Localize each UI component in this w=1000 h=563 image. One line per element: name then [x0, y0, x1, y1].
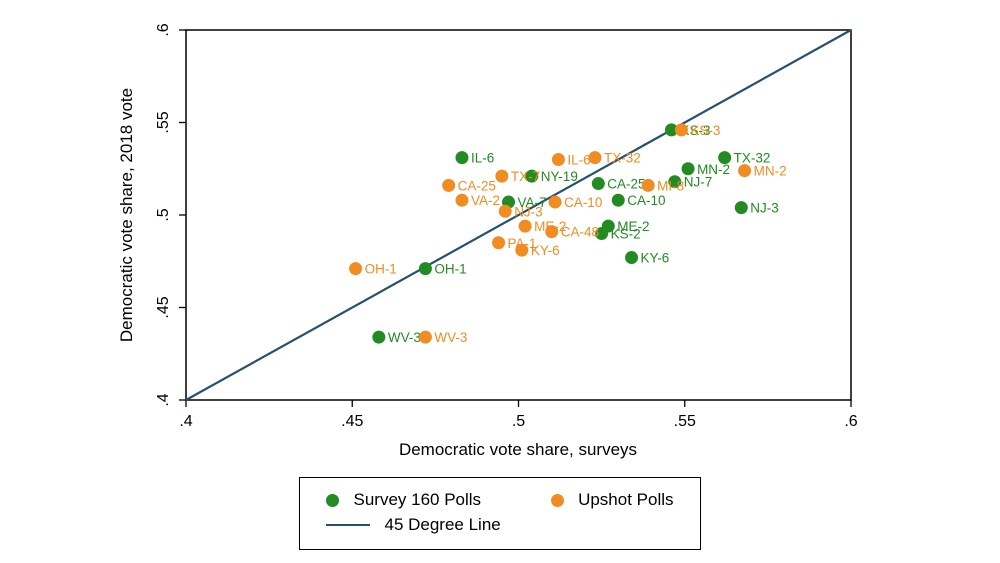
legend-line-label: 45 Degree Line: [384, 515, 501, 534]
point-label: NJ-3: [750, 201, 779, 216]
y-tick-label: .4: [155, 393, 172, 406]
point-label: KS-3: [690, 123, 720, 138]
data-point-upshot: [492, 236, 506, 250]
data-point-upshot: [455, 193, 469, 207]
legend-upshot-dot-icon: [551, 493, 565, 507]
point-label: MN-2: [697, 162, 730, 177]
data-point-survey: [591, 177, 605, 191]
data-point-survey: [418, 262, 432, 276]
data-point-survey: [595, 227, 609, 240]
point-label: NJ-3: [514, 204, 543, 219]
x-tick-label: .5: [512, 413, 525, 430]
point-label: IL-6: [471, 151, 494, 166]
45-degree-line: [185, 29, 852, 401]
y-tick-label: .6: [155, 23, 172, 36]
point-label: CA-48: [561, 225, 599, 240]
data-point-upshot: [518, 219, 532, 233]
legend-container: Survey 160 Polls Upshot Polls 45 Degree …: [0, 477, 1000, 550]
data-point-upshot: [551, 153, 565, 166]
point-label: KY-6: [641, 251, 670, 266]
point-label: OH-1: [365, 262, 397, 277]
legend-row-line: 45 Degree Line: [326, 515, 673, 535]
data-point-survey: [611, 193, 625, 207]
point-label: TX-32: [604, 151, 641, 166]
data-point-survey: [625, 251, 639, 265]
point-label: ME-2: [617, 219, 649, 234]
legend-item-survey: Survey 160 Polls: [326, 490, 481, 510]
x-tick-label: .45: [341, 413, 363, 430]
legend-line-sample-icon: [326, 524, 371, 526]
point-label: NY-19: [541, 169, 578, 184]
legend-row-markers: Survey 160 Polls Upshot Polls: [326, 490, 674, 510]
data-point-survey: [681, 162, 695, 176]
legend: Survey 160 Polls Upshot Polls 45 Degree …: [299, 477, 701, 550]
point-label: KY-6: [531, 243, 560, 258]
legend-item-45-degree-line: 45 Degree Line: [326, 515, 501, 535]
data-point-upshot: [545, 225, 559, 239]
legend-item-upshot: Upshot Polls: [551, 490, 674, 510]
data-point-upshot: [515, 243, 529, 257]
y-tick-label: .55: [155, 111, 172, 133]
point-label: KS-3: [680, 123, 710, 138]
data-point-upshot: [674, 123, 688, 137]
point-label: WV-3: [388, 330, 421, 345]
point-label: NJ-7: [684, 175, 713, 190]
point-label: KS-2: [611, 227, 641, 242]
data-point-survey: [525, 169, 539, 183]
legend-survey-label: Survey 160 Polls: [353, 490, 482, 509]
x-tick-label: .55: [674, 413, 696, 430]
data-point-upshot: [418, 330, 432, 344]
point-label: VA-7: [518, 195, 547, 210]
point-label: TX-7: [511, 169, 540, 184]
point-label: IL-6: [567, 153, 590, 168]
data-point-upshot: [738, 164, 752, 178]
x-axis-title: Democratic vote share, surveys: [398, 440, 638, 459]
point-label: WV-3: [434, 330, 467, 345]
data-point-upshot: [641, 178, 655, 192]
data-point-upshot: [548, 195, 562, 209]
legend-upshot-label: Upshot Polls: [578, 490, 674, 509]
data-point-survey: [668, 175, 682, 189]
point-label: TX-32: [734, 151, 771, 166]
legend-survey-dot-icon: [326, 493, 340, 507]
y-tick-label: .45: [155, 296, 172, 318]
point-label: CA-10: [564, 195, 602, 210]
point-label: MN-2: [754, 164, 787, 179]
data-point-survey: [664, 123, 678, 137]
point-label: MI-8: [657, 178, 684, 193]
point-label: CA-25: [458, 178, 496, 193]
y-tick-label: .5: [155, 208, 172, 221]
data-point-survey: [455, 151, 469, 165]
data-point-survey: [734, 201, 748, 215]
point-label: VA-2: [471, 193, 500, 208]
x-tick-label: .4: [179, 413, 192, 430]
data-point-upshot: [498, 204, 512, 218]
data-point-upshot: [495, 169, 509, 183]
data-point-survey: [718, 151, 732, 165]
plot-svg: .4.4.45.45.5.5.55.55.6.6IL-6KS-3TX-32MN-…: [155, 23, 858, 430]
data-point-survey: [372, 330, 386, 344]
data-point-upshot: [442, 178, 456, 192]
point-label: CA-25: [607, 177, 645, 192]
point-label: CA-10: [627, 193, 665, 208]
x-tick-label: .6: [844, 413, 857, 430]
data-point-upshot: [349, 262, 363, 276]
data-point-upshot: [588, 151, 602, 165]
point-label: OH-1: [434, 262, 466, 277]
y-axis-title: Democratic vote share, 2018 vote: [117, 87, 136, 343]
point-label: PA-1: [508, 236, 537, 251]
